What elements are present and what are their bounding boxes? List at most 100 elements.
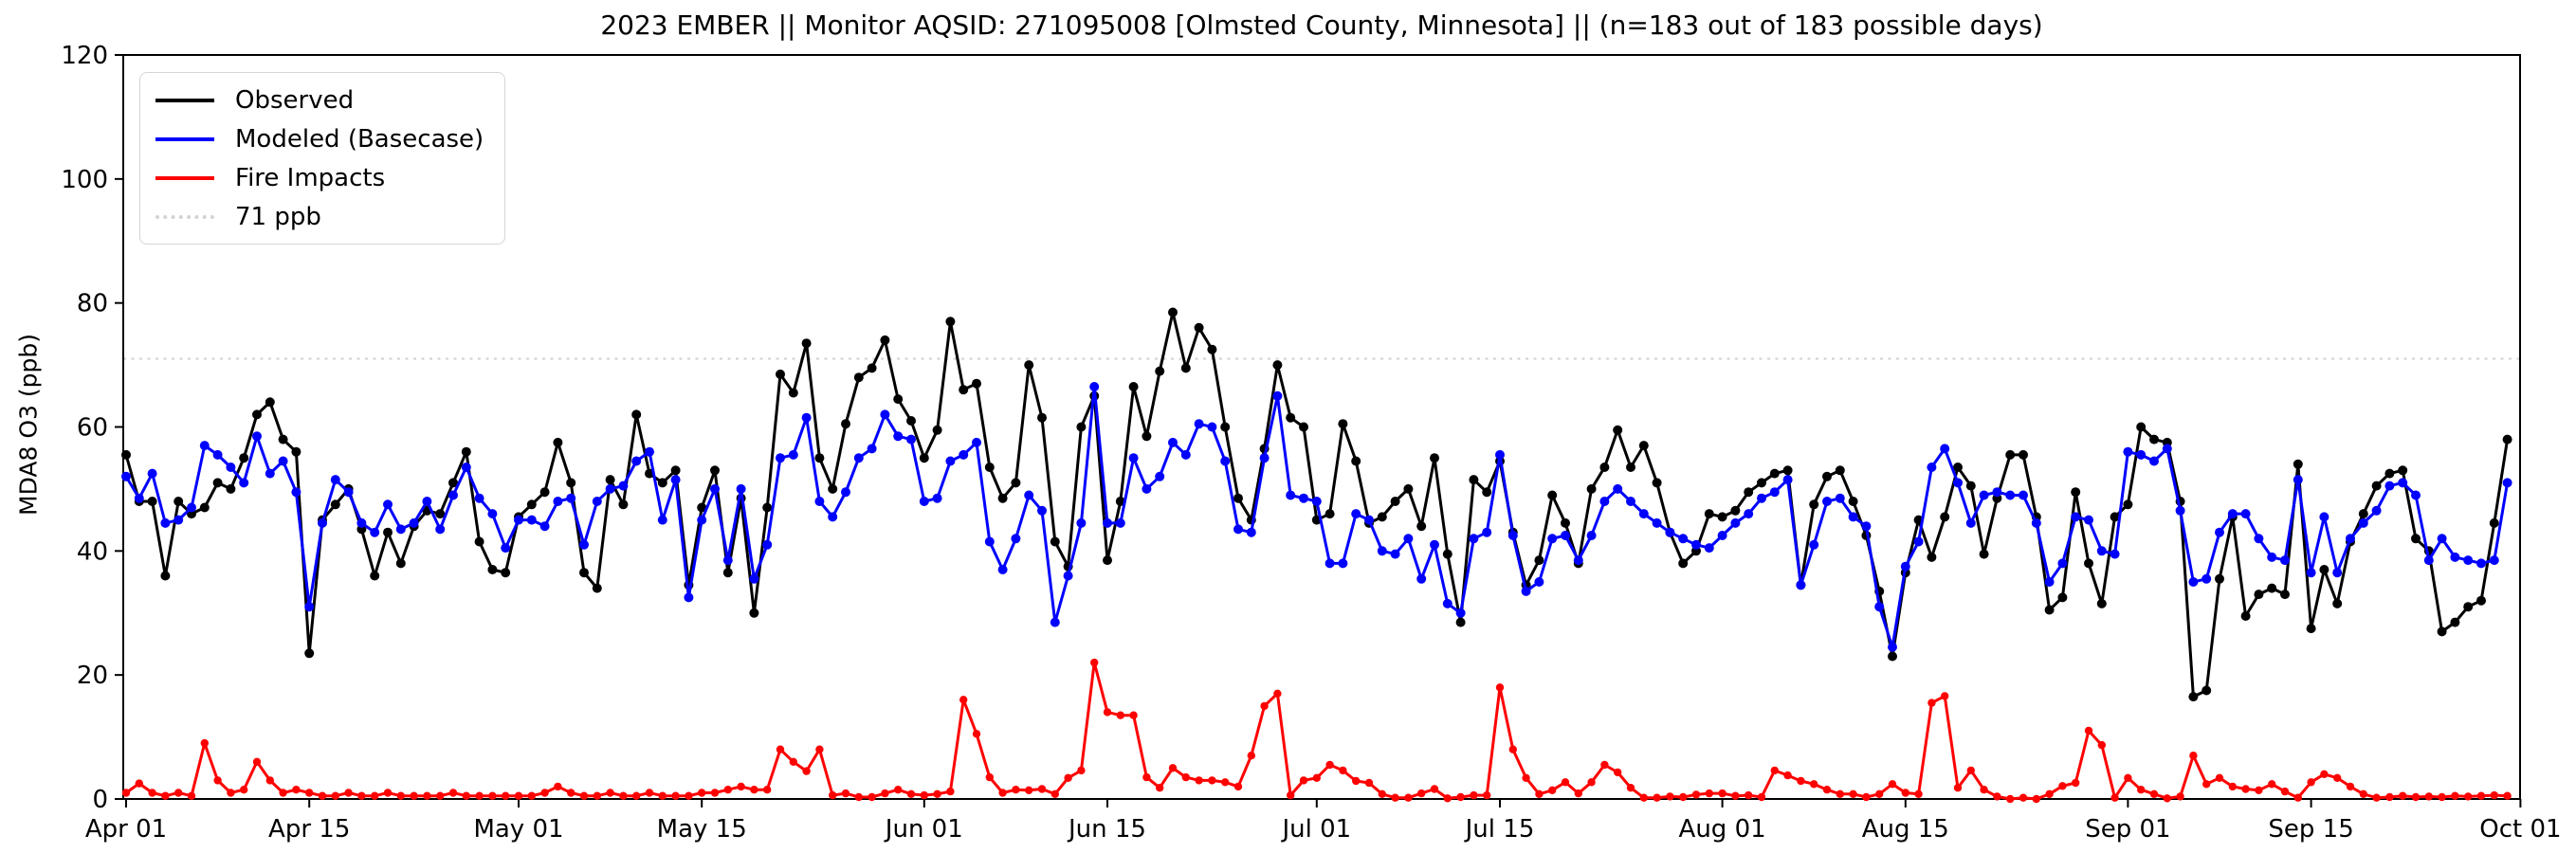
fire-impacts-marker: [1888, 780, 1897, 789]
fire-impacts-marker: [619, 791, 628, 800]
observed-marker: [147, 497, 157, 506]
fire-impacts-marker: [2228, 782, 2237, 791]
fire-impacts-marker: [710, 789, 720, 797]
observed-marker: [448, 478, 458, 488]
observed-marker: [1207, 344, 1217, 354]
modeled-basecase-marker: [2332, 568, 2343, 578]
modeled-basecase-marker: [1024, 490, 1034, 500]
fire-impacts-marker: [658, 791, 667, 800]
fire-impacts-marker: [1050, 789, 1060, 798]
fire-impacts-marker: [200, 738, 209, 748]
modeled-basecase-marker: [1076, 517, 1087, 528]
observed-marker: [239, 453, 249, 463]
modeled-basecase-marker: [2476, 558, 2486, 569]
fire-impacts-marker: [161, 791, 170, 800]
fire-impacts-marker: [488, 791, 497, 800]
fire-impacts-marker: [2241, 785, 2250, 793]
series-modeled-basecase: [121, 382, 2512, 652]
fire-impacts-marker: [344, 789, 353, 797]
legend-label-modeled: Modeled (Basecase): [235, 124, 484, 154]
modeled-basecase-marker: [2162, 444, 2172, 454]
observed-marker: [1638, 441, 1649, 451]
modeled-basecase-marker: [867, 444, 877, 454]
observed-marker: [2332, 598, 2343, 608]
observed-marker: [945, 317, 956, 327]
fire-impacts-marker: [1914, 789, 1923, 798]
fire-impacts-marker: [2215, 773, 2224, 782]
observed-marker: [1717, 512, 1727, 522]
modeled-basecase-marker: [1835, 493, 1845, 503]
observed-marker: [1678, 558, 1689, 569]
observed-marker: [1299, 422, 1308, 432]
fire-impacts-marker: [1626, 784, 1635, 792]
observed-marker: [2240, 611, 2251, 621]
modeled-basecase-marker: [710, 483, 720, 494]
modeled-basecase-marker: [2502, 478, 2512, 488]
fire-impacts-marker: [2163, 794, 2171, 803]
fire-impacts-marker: [998, 789, 1007, 797]
x-tick-label: Jul 01: [1280, 815, 1351, 844]
modeled-basecase-marker: [356, 517, 367, 528]
fire-impacts-marker: [357, 791, 366, 800]
fire-impacts-marker: [2032, 794, 2040, 804]
modeled-basecase-marker: [932, 493, 942, 503]
observed-marker: [1325, 509, 1335, 519]
modeled-basecase-marker: [1128, 453, 1139, 463]
modeled-basecase-marker: [2293, 475, 2303, 485]
modeled-basecase-marker: [1822, 497, 1832, 506]
modeled-basecase-marker: [1377, 546, 1387, 556]
modeled-basecase-marker: [1089, 382, 1100, 391]
observed-marker: [1338, 419, 1348, 429]
legend-label-threshold: 71 ppb: [235, 202, 321, 231]
fire-impacts-marker: [1221, 778, 1230, 787]
fire-impacts-marker: [1653, 793, 1661, 802]
modeled-basecase-marker: [1272, 390, 1283, 401]
fire-impacts-marker: [1535, 789, 1544, 798]
fire-impacts-marker: [2255, 786, 2263, 794]
observed-marker: [932, 425, 942, 435]
fire-impacts-marker: [1731, 791, 1740, 800]
observed-marker: [2319, 565, 2329, 574]
x-tick-label: Apr 15: [268, 815, 350, 844]
fire-impacts-marker: [763, 786, 772, 794]
modeled-basecase-marker: [1913, 536, 1924, 547]
modeled-basecase-marker: [1037, 505, 1047, 516]
fire-impacts-marker: [1103, 708, 1112, 717]
modeled-basecase-marker: [1586, 531, 1597, 540]
observed-marker: [2371, 481, 2382, 491]
modeled-basecase-marker: [1953, 478, 1963, 488]
observed-marker: [121, 449, 131, 460]
fire-impacts-marker: [1953, 784, 1963, 792]
fire-impacts-marker: [2293, 793, 2302, 802]
fire-impacts-marker: [567, 789, 575, 797]
fire-impacts-marker: [1901, 789, 1910, 797]
fire-impacts-marker: [1980, 786, 1988, 794]
modeled-basecase-marker: [1874, 602, 1885, 612]
fire-impacts-marker: [2464, 792, 2473, 801]
modeled-basecase-marker: [134, 493, 144, 503]
modeled-basecase-marker: [684, 592, 694, 603]
fire-impacts-marker: [1508, 745, 1518, 753]
fire-impacts-marker: [1077, 766, 1086, 775]
fire-impacts-marker: [1299, 776, 1308, 785]
observed-marker: [1430, 453, 1439, 463]
fire-impacts-marker: [1757, 792, 1766, 802]
modeled-basecase-marker: [2240, 509, 2251, 519]
observed-marker: [1586, 483, 1597, 494]
modeled-basecase-marker: [1220, 456, 1231, 466]
fire-impacts-marker: [1679, 792, 1688, 802]
modeled-basecase-marker: [1482, 527, 1492, 537]
fire-impacts-marker: [2268, 780, 2276, 789]
legend-item-fire: Fire Impacts: [140, 158, 504, 197]
fire-impacts-marker: [1470, 790, 1478, 800]
fire-impacts-marker: [737, 782, 745, 791]
fire-impacts-marker: [1142, 772, 1151, 782]
observed-marker: [1757, 478, 1766, 488]
modeled-basecase-marker: [1678, 534, 1689, 544]
legend-item-modeled: Modeled (Basecase): [140, 119, 504, 158]
fire-impacts-marker: [1247, 752, 1256, 760]
observed-marker: [330, 499, 340, 510]
modeled-basecase-marker: [265, 468, 275, 479]
modeled-basecase-marker: [1888, 642, 1897, 652]
observed-marker: [2110, 512, 2120, 522]
